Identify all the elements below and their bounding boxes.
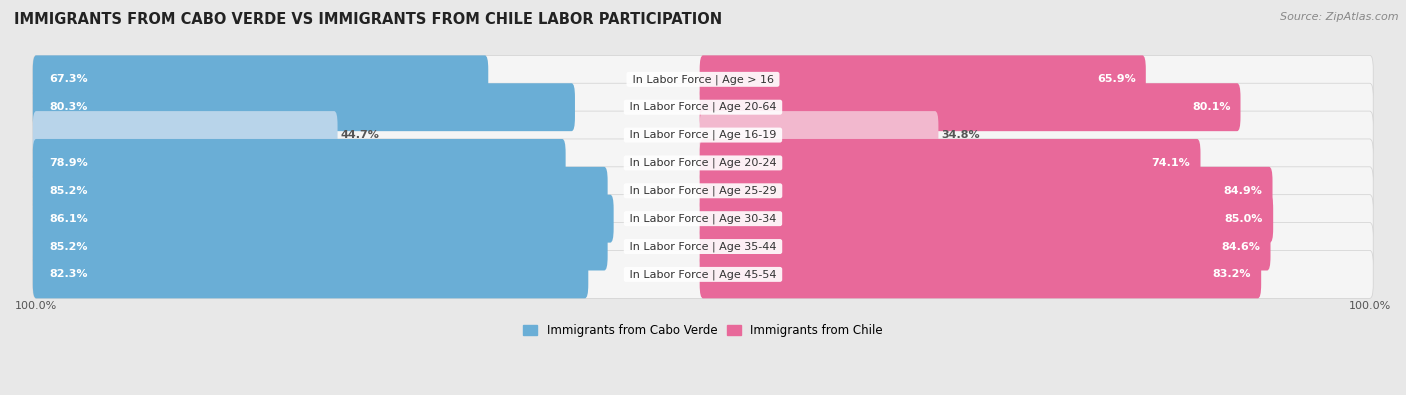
FancyBboxPatch shape [700,83,1240,131]
Text: 34.8%: 34.8% [942,130,980,140]
FancyBboxPatch shape [32,83,1374,131]
FancyBboxPatch shape [32,250,588,298]
FancyBboxPatch shape [700,222,1271,271]
Text: 67.3%: 67.3% [49,74,89,85]
FancyBboxPatch shape [700,250,1261,298]
Text: 86.1%: 86.1% [49,214,89,224]
Text: 85.0%: 85.0% [1225,214,1263,224]
FancyBboxPatch shape [32,55,488,103]
Text: 85.2%: 85.2% [49,241,89,252]
FancyBboxPatch shape [32,167,607,215]
Text: 83.2%: 83.2% [1212,269,1251,279]
Text: In Labor Force | Age 35-44: In Labor Force | Age 35-44 [626,241,780,252]
Text: 65.9%: 65.9% [1097,74,1136,85]
Text: In Labor Force | Age 16-19: In Labor Force | Age 16-19 [626,130,780,140]
FancyBboxPatch shape [32,139,1374,187]
FancyBboxPatch shape [32,139,565,187]
Text: In Labor Force | Age 45-54: In Labor Force | Age 45-54 [626,269,780,280]
FancyBboxPatch shape [32,222,1374,271]
Text: IMMIGRANTS FROM CABO VERDE VS IMMIGRANTS FROM CHILE LABOR PARTICIPATION: IMMIGRANTS FROM CABO VERDE VS IMMIGRANTS… [14,12,723,27]
FancyBboxPatch shape [32,111,1374,159]
FancyBboxPatch shape [700,111,938,159]
FancyBboxPatch shape [700,55,1146,103]
FancyBboxPatch shape [32,111,337,159]
Text: 74.1%: 74.1% [1152,158,1191,168]
FancyBboxPatch shape [700,195,1274,243]
Text: In Labor Force | Age 25-29: In Labor Force | Age 25-29 [626,186,780,196]
Legend: Immigrants from Cabo Verde, Immigrants from Chile: Immigrants from Cabo Verde, Immigrants f… [519,319,887,342]
FancyBboxPatch shape [32,250,1374,298]
FancyBboxPatch shape [32,167,1374,215]
FancyBboxPatch shape [32,83,575,131]
Text: 80.3%: 80.3% [49,102,87,112]
FancyBboxPatch shape [32,195,613,243]
Text: 78.9%: 78.9% [49,158,89,168]
FancyBboxPatch shape [32,195,1374,243]
Text: In Labor Force | Age 20-24: In Labor Force | Age 20-24 [626,158,780,168]
Text: In Labor Force | Age > 16: In Labor Force | Age > 16 [628,74,778,85]
FancyBboxPatch shape [700,167,1272,215]
Text: In Labor Force | Age 30-34: In Labor Force | Age 30-34 [626,213,780,224]
Text: 80.1%: 80.1% [1192,102,1230,112]
Text: 82.3%: 82.3% [49,269,89,279]
Text: 84.9%: 84.9% [1223,186,1263,196]
Text: 85.2%: 85.2% [49,186,89,196]
Text: Source: ZipAtlas.com: Source: ZipAtlas.com [1281,12,1399,22]
FancyBboxPatch shape [700,139,1201,187]
Text: 44.7%: 44.7% [340,130,380,140]
Text: In Labor Force | Age 20-64: In Labor Force | Age 20-64 [626,102,780,113]
FancyBboxPatch shape [32,55,1374,103]
Text: 84.6%: 84.6% [1222,241,1261,252]
FancyBboxPatch shape [32,222,607,271]
